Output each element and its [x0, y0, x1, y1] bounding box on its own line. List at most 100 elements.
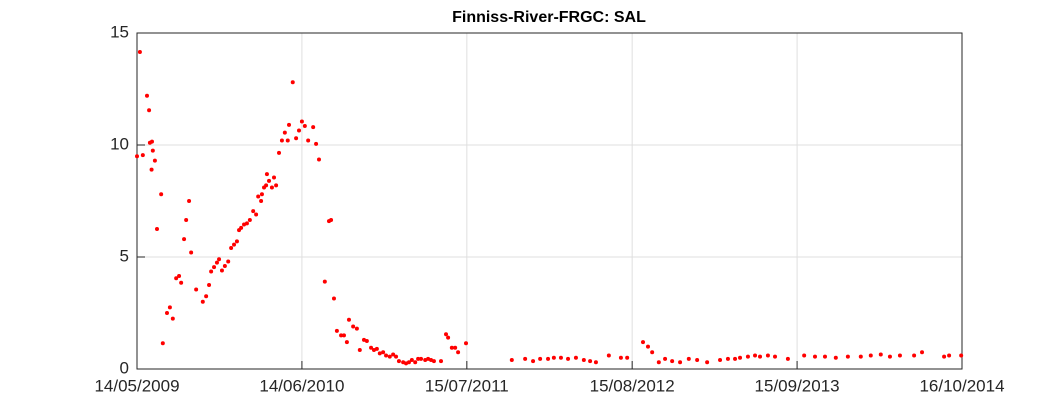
point	[214, 260, 219, 265]
point	[625, 355, 630, 360]
point	[189, 250, 194, 255]
y-tick-label: 0	[120, 358, 129, 377]
point	[678, 360, 683, 365]
point	[406, 360, 411, 365]
point	[453, 345, 458, 350]
point	[277, 150, 282, 155]
point	[357, 347, 362, 352]
point	[346, 317, 351, 322]
axes-box	[136, 32, 963, 370]
point	[464, 341, 469, 346]
point	[160, 341, 165, 346]
point	[137, 50, 142, 55]
point	[897, 353, 902, 358]
point	[247, 218, 252, 223]
point	[449, 345, 454, 350]
y-tick-label: 10	[110, 134, 129, 153]
point	[765, 353, 770, 358]
point	[149, 139, 154, 144]
point	[297, 128, 302, 133]
point	[152, 158, 157, 163]
y-tick-label: 15	[110, 22, 129, 41]
point	[773, 354, 778, 359]
point	[167, 305, 172, 310]
point	[523, 356, 528, 361]
point	[413, 360, 418, 365]
point	[670, 359, 675, 364]
point	[232, 242, 237, 247]
point	[294, 136, 299, 141]
point	[267, 178, 272, 183]
point	[217, 257, 222, 262]
point	[234, 239, 239, 244]
point	[290, 80, 295, 85]
point	[274, 183, 279, 188]
point	[419, 356, 424, 361]
point	[200, 299, 205, 304]
point	[391, 352, 396, 357]
point	[663, 356, 668, 361]
x-tick-label: 14/05/2009	[94, 376, 179, 395]
point	[164, 311, 169, 315]
point	[282, 130, 287, 135]
point	[833, 355, 838, 360]
point	[920, 350, 925, 355]
point	[341, 333, 346, 338]
point	[705, 360, 710, 365]
point	[377, 351, 382, 356]
point	[279, 138, 284, 143]
point	[204, 294, 209, 299]
point	[177, 274, 182, 279]
point	[251, 209, 256, 214]
point	[344, 340, 349, 345]
point	[758, 354, 763, 359]
point	[316, 157, 321, 162]
point	[573, 355, 578, 360]
point	[259, 199, 264, 203]
x-tick-label: 15/07/2011	[425, 376, 509, 395]
point	[531, 359, 536, 364]
point	[546, 356, 551, 361]
point	[179, 280, 184, 285]
plot-area	[137, 33, 962, 369]
point	[334, 328, 339, 333]
point	[272, 175, 277, 180]
point	[149, 167, 154, 172]
point	[718, 358, 723, 363]
point	[588, 359, 593, 364]
point	[802, 353, 807, 358]
point	[785, 356, 790, 361]
point	[959, 353, 964, 358]
x-tick-label: 16/10/2014	[919, 376, 1004, 395]
point	[140, 153, 145, 158]
point	[256, 194, 261, 199]
point	[812, 354, 817, 359]
point	[219, 268, 224, 273]
point	[384, 353, 389, 358]
point	[212, 265, 217, 270]
point	[170, 316, 175, 321]
point	[640, 340, 645, 345]
point	[868, 353, 873, 358]
point	[558, 355, 563, 360]
point	[738, 355, 743, 360]
point	[354, 326, 359, 331]
point	[551, 355, 556, 360]
point	[147, 108, 152, 113]
chart-title: Finniss-River-FRGC: SAL	[452, 9, 646, 26]
point	[878, 352, 883, 357]
point	[912, 353, 917, 358]
point	[322, 279, 327, 284]
point	[254, 212, 259, 217]
point	[606, 353, 611, 358]
point	[226, 259, 231, 264]
x-tick-label: 14/06/2010	[259, 376, 344, 395]
point	[331, 296, 336, 301]
point	[154, 227, 159, 231]
point	[302, 123, 307, 128]
point	[887, 354, 892, 359]
point	[745, 354, 750, 359]
point	[947, 353, 952, 358]
point	[194, 287, 199, 292]
